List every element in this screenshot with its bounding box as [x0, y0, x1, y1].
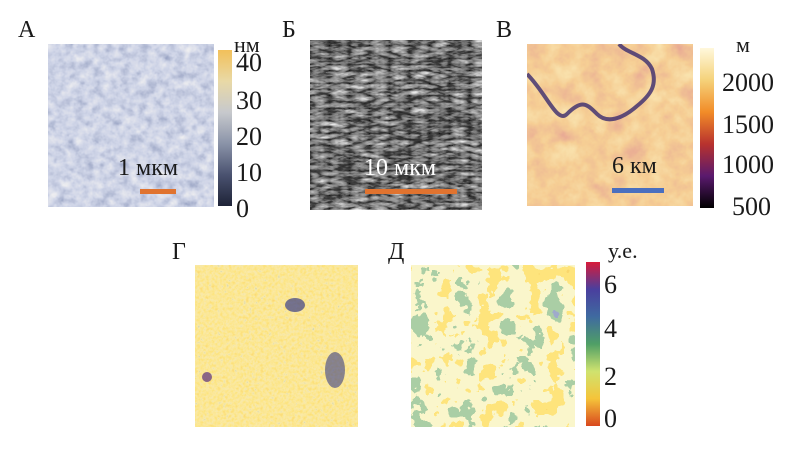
panel-e-tick-6: 6	[604, 270, 617, 299]
panel-a-tick-30: 30	[236, 86, 262, 115]
panel-e-colorbar	[586, 262, 600, 426]
panel-a-tick-20: 20	[236, 122, 262, 151]
panel-c-label: В	[496, 17, 513, 43]
panel-e-tick-4: 4	[604, 314, 617, 343]
panel-a-label: А	[18, 17, 36, 43]
panel-e-colorbar-unit: у.е.	[608, 238, 638, 263]
panel-e-field-image	[411, 265, 575, 427]
panel-a-scale-text: 1 мкм	[118, 155, 179, 181]
panel-c-tick-500: 500	[732, 192, 771, 221]
panel-b-label: Б	[282, 17, 296, 43]
panel-e-tick-2: 2	[604, 362, 617, 391]
panel-a-tick-0: 0	[236, 194, 249, 223]
panel-c-colorbar	[700, 48, 714, 208]
panel-c-tick-1500: 1500	[722, 110, 774, 139]
panel-b-scale-bar	[365, 189, 457, 194]
panel-b-scale-text: 10 мкм	[364, 155, 437, 181]
panel-a-afm-image	[48, 44, 214, 207]
panel-b-sem-image	[310, 40, 482, 210]
panel-a-tick-10: 10	[236, 158, 262, 187]
panel-c-scale-text: 6 км	[612, 153, 657, 179]
panel-a-colorbar-unit: нм	[234, 32, 260, 57]
panel-a-tick-40: 40	[236, 48, 262, 77]
panel-a-scale-bar	[140, 189, 176, 194]
panel-c-terrain-image	[527, 44, 693, 206]
panel-a-colorbar	[218, 50, 232, 206]
panel-c-tick-1000: 1000	[722, 150, 774, 179]
panel-c-colorbar-unit: м	[736, 32, 750, 57]
panel-d-field-image	[195, 265, 358, 427]
panel-c-tick-2000: 2000	[722, 68, 774, 97]
panel-e-tick-0: 0	[604, 404, 617, 433]
panel-c-scale-bar	[612, 188, 664, 193]
panel-d-label: Г	[172, 239, 186, 265]
panel-e-label: Д	[388, 239, 405, 265]
